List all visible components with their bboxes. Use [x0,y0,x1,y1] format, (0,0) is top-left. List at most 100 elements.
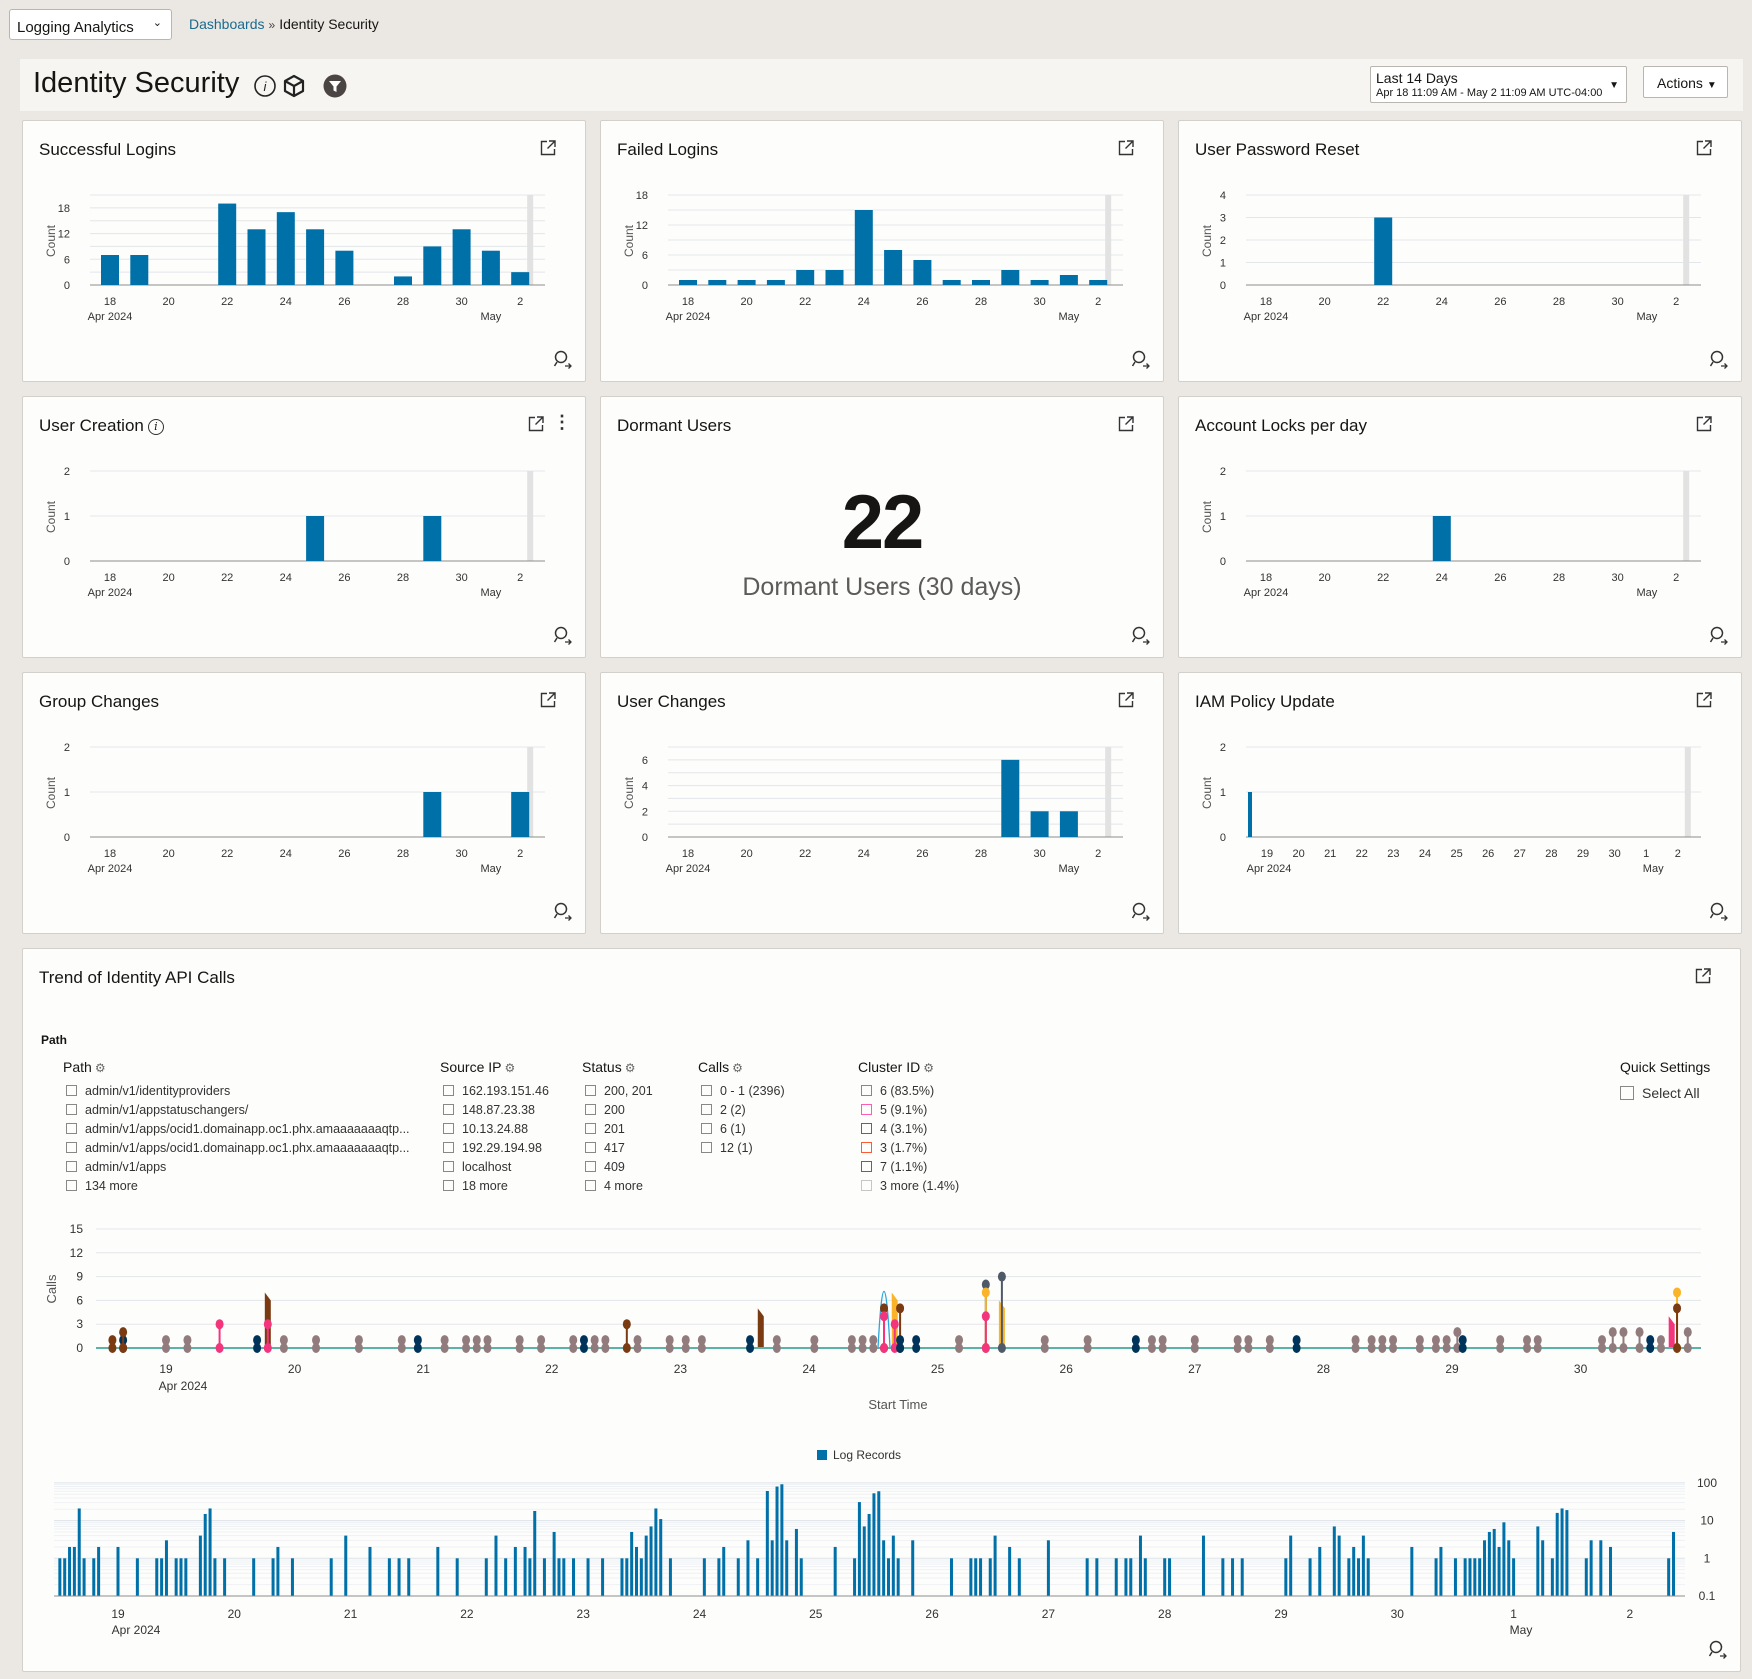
bar[interactable] [972,280,990,285]
filter-item[interactable]: 6 (1) [698,1119,785,1138]
filter-item[interactable]: localhost [440,1157,549,1176]
histogram-bar[interactable] [1332,1526,1336,1596]
histogram-bar[interactable] [1555,1512,1559,1596]
search-zoom-icon[interactable] [1709,901,1729,921]
histogram-bar[interactable] [1008,1546,1012,1596]
histogram-bar[interactable] [1240,1558,1244,1596]
histogram-bar[interactable] [1308,1558,1312,1596]
data-point[interactable] [912,1335,921,1346]
filter-item[interactable]: 10.13.24.88 [440,1119,549,1138]
data-point[interactable] [253,1335,262,1346]
data-point[interactable] [1523,1335,1532,1346]
bar-chart[interactable]: 0 1 2 Count 18 20 22 24 26 28 30 2 Apr 2024 May [43,733,563,893]
expand-icon[interactable] [1695,415,1713,433]
histogram-bar[interactable] [223,1558,227,1596]
filter-header[interactable]: Status ⚙ [582,1059,653,1075]
bar[interactable] [101,255,119,285]
search-zoom-icon[interactable] [553,625,573,645]
search-zoom-icon[interactable] [1709,625,1729,645]
histogram-bar[interactable] [252,1558,256,1596]
data-point[interactable] [397,1335,406,1346]
filter-item[interactable]: 201 [582,1119,653,1138]
histogram-bar[interactable] [1497,1546,1501,1596]
histogram-bar[interactable] [717,1558,721,1596]
histogram-bar[interactable] [736,1558,740,1596]
histogram-bar[interactable] [63,1558,67,1596]
filter-item[interactable]: admin/v1/apps [63,1157,410,1176]
search-zoom-icon[interactable] [1131,625,1151,645]
data-point[interactable] [1635,1327,1644,1338]
checkbox[interactable] [861,1085,872,1096]
checkbox[interactable] [66,1161,77,1172]
bar-chart[interactable]: 0 1 2 Count 18 20 22 24 26 28 30 2 Apr 2024 May [1199,457,1719,617]
data-point[interactable] [263,1319,272,1330]
histogram-bar[interactable] [775,1486,779,1596]
histogram-bar[interactable] [1584,1558,1588,1596]
histogram-bar[interactable] [1463,1558,1467,1596]
gear-icon[interactable]: ⚙ [624,1061,636,1075]
filter-item[interactable]: 6 (83.5%) [858,1081,959,1100]
data-point[interactable] [1453,1327,1462,1338]
filter-item[interactable]: 4 (3.1%) [858,1119,959,1138]
filter-item[interactable]: 200, 201 [582,1081,653,1100]
bar[interactable] [737,280,756,285]
data-point[interactable] [515,1335,524,1346]
checkbox[interactable] [66,1085,77,1096]
bar[interactable] [335,250,354,285]
histogram-bar[interactable] [1318,1546,1322,1596]
breadcrumb-dashboards-link[interactable]: Dashboards [189,16,265,32]
data-point[interactable] [1158,1335,1167,1346]
histogram-bar[interactable] [504,1558,508,1596]
histogram-bar[interactable] [1478,1558,1482,1596]
histogram-bar[interactable] [290,1558,294,1596]
data-point[interactable] [1683,1327,1692,1338]
histogram-bar[interactable] [1289,1535,1293,1596]
data-point[interactable] [633,1335,642,1346]
data-point[interactable] [119,1327,128,1338]
gear-icon[interactable]: ⚙ [504,1061,516,1075]
histogram-bar[interactable] [77,1508,81,1596]
data-point[interactable] [681,1335,690,1346]
histogram-bar[interactable] [513,1546,517,1596]
histogram-bar[interactable] [911,1540,915,1596]
bar[interactable] [796,270,815,285]
data-point[interactable] [462,1335,471,1346]
histogram-bar[interactable] [857,1502,861,1596]
bar[interactable] [884,250,903,285]
bar[interactable] [766,280,785,285]
legend-label[interactable]: Log Records [833,1448,901,1462]
histogram-bar[interactable] [1502,1522,1506,1596]
bar[interactable] [276,212,295,285]
bar[interactable] [306,516,325,561]
bar[interactable] [1030,280,1049,285]
checkbox[interactable] [861,1180,872,1191]
histogram-bar[interactable] [785,1540,789,1596]
histogram-bar[interactable] [1366,1558,1370,1596]
bar[interactable] [394,276,412,285]
histogram-bar[interactable] [92,1558,96,1596]
expand-icon[interactable] [539,139,557,157]
data-point[interactable] [955,1335,964,1346]
bar[interactable] [423,792,442,837]
checkbox[interactable] [861,1142,872,1153]
histogram-bar[interactable] [1487,1531,1491,1596]
data-point[interactable] [858,1335,867,1346]
bar[interactable] [913,260,932,285]
checkbox[interactable] [861,1104,872,1115]
bar[interactable] [306,229,325,285]
data-point[interactable] [772,1335,781,1346]
histogram-bar[interactable] [649,1526,653,1596]
spike[interactable] [877,1291,891,1349]
histogram-bar[interactable] [1046,1540,1050,1596]
data-point[interactable] [1351,1335,1360,1346]
bar[interactable] [1374,217,1393,286]
histogram-bar[interactable] [1439,1546,1443,1596]
expand-icon[interactable] [1117,691,1135,709]
checkbox[interactable] [701,1085,712,1096]
filter-item[interactable]: admin/v1/apps/ocid1.domainapp.oc1.phx.am… [63,1119,410,1138]
data-point[interactable] [1083,1335,1092,1346]
data-point[interactable] [1442,1335,1451,1346]
search-zoom-icon[interactable] [553,349,573,369]
more-options-icon[interactable]: ⋮ [553,412,571,432]
